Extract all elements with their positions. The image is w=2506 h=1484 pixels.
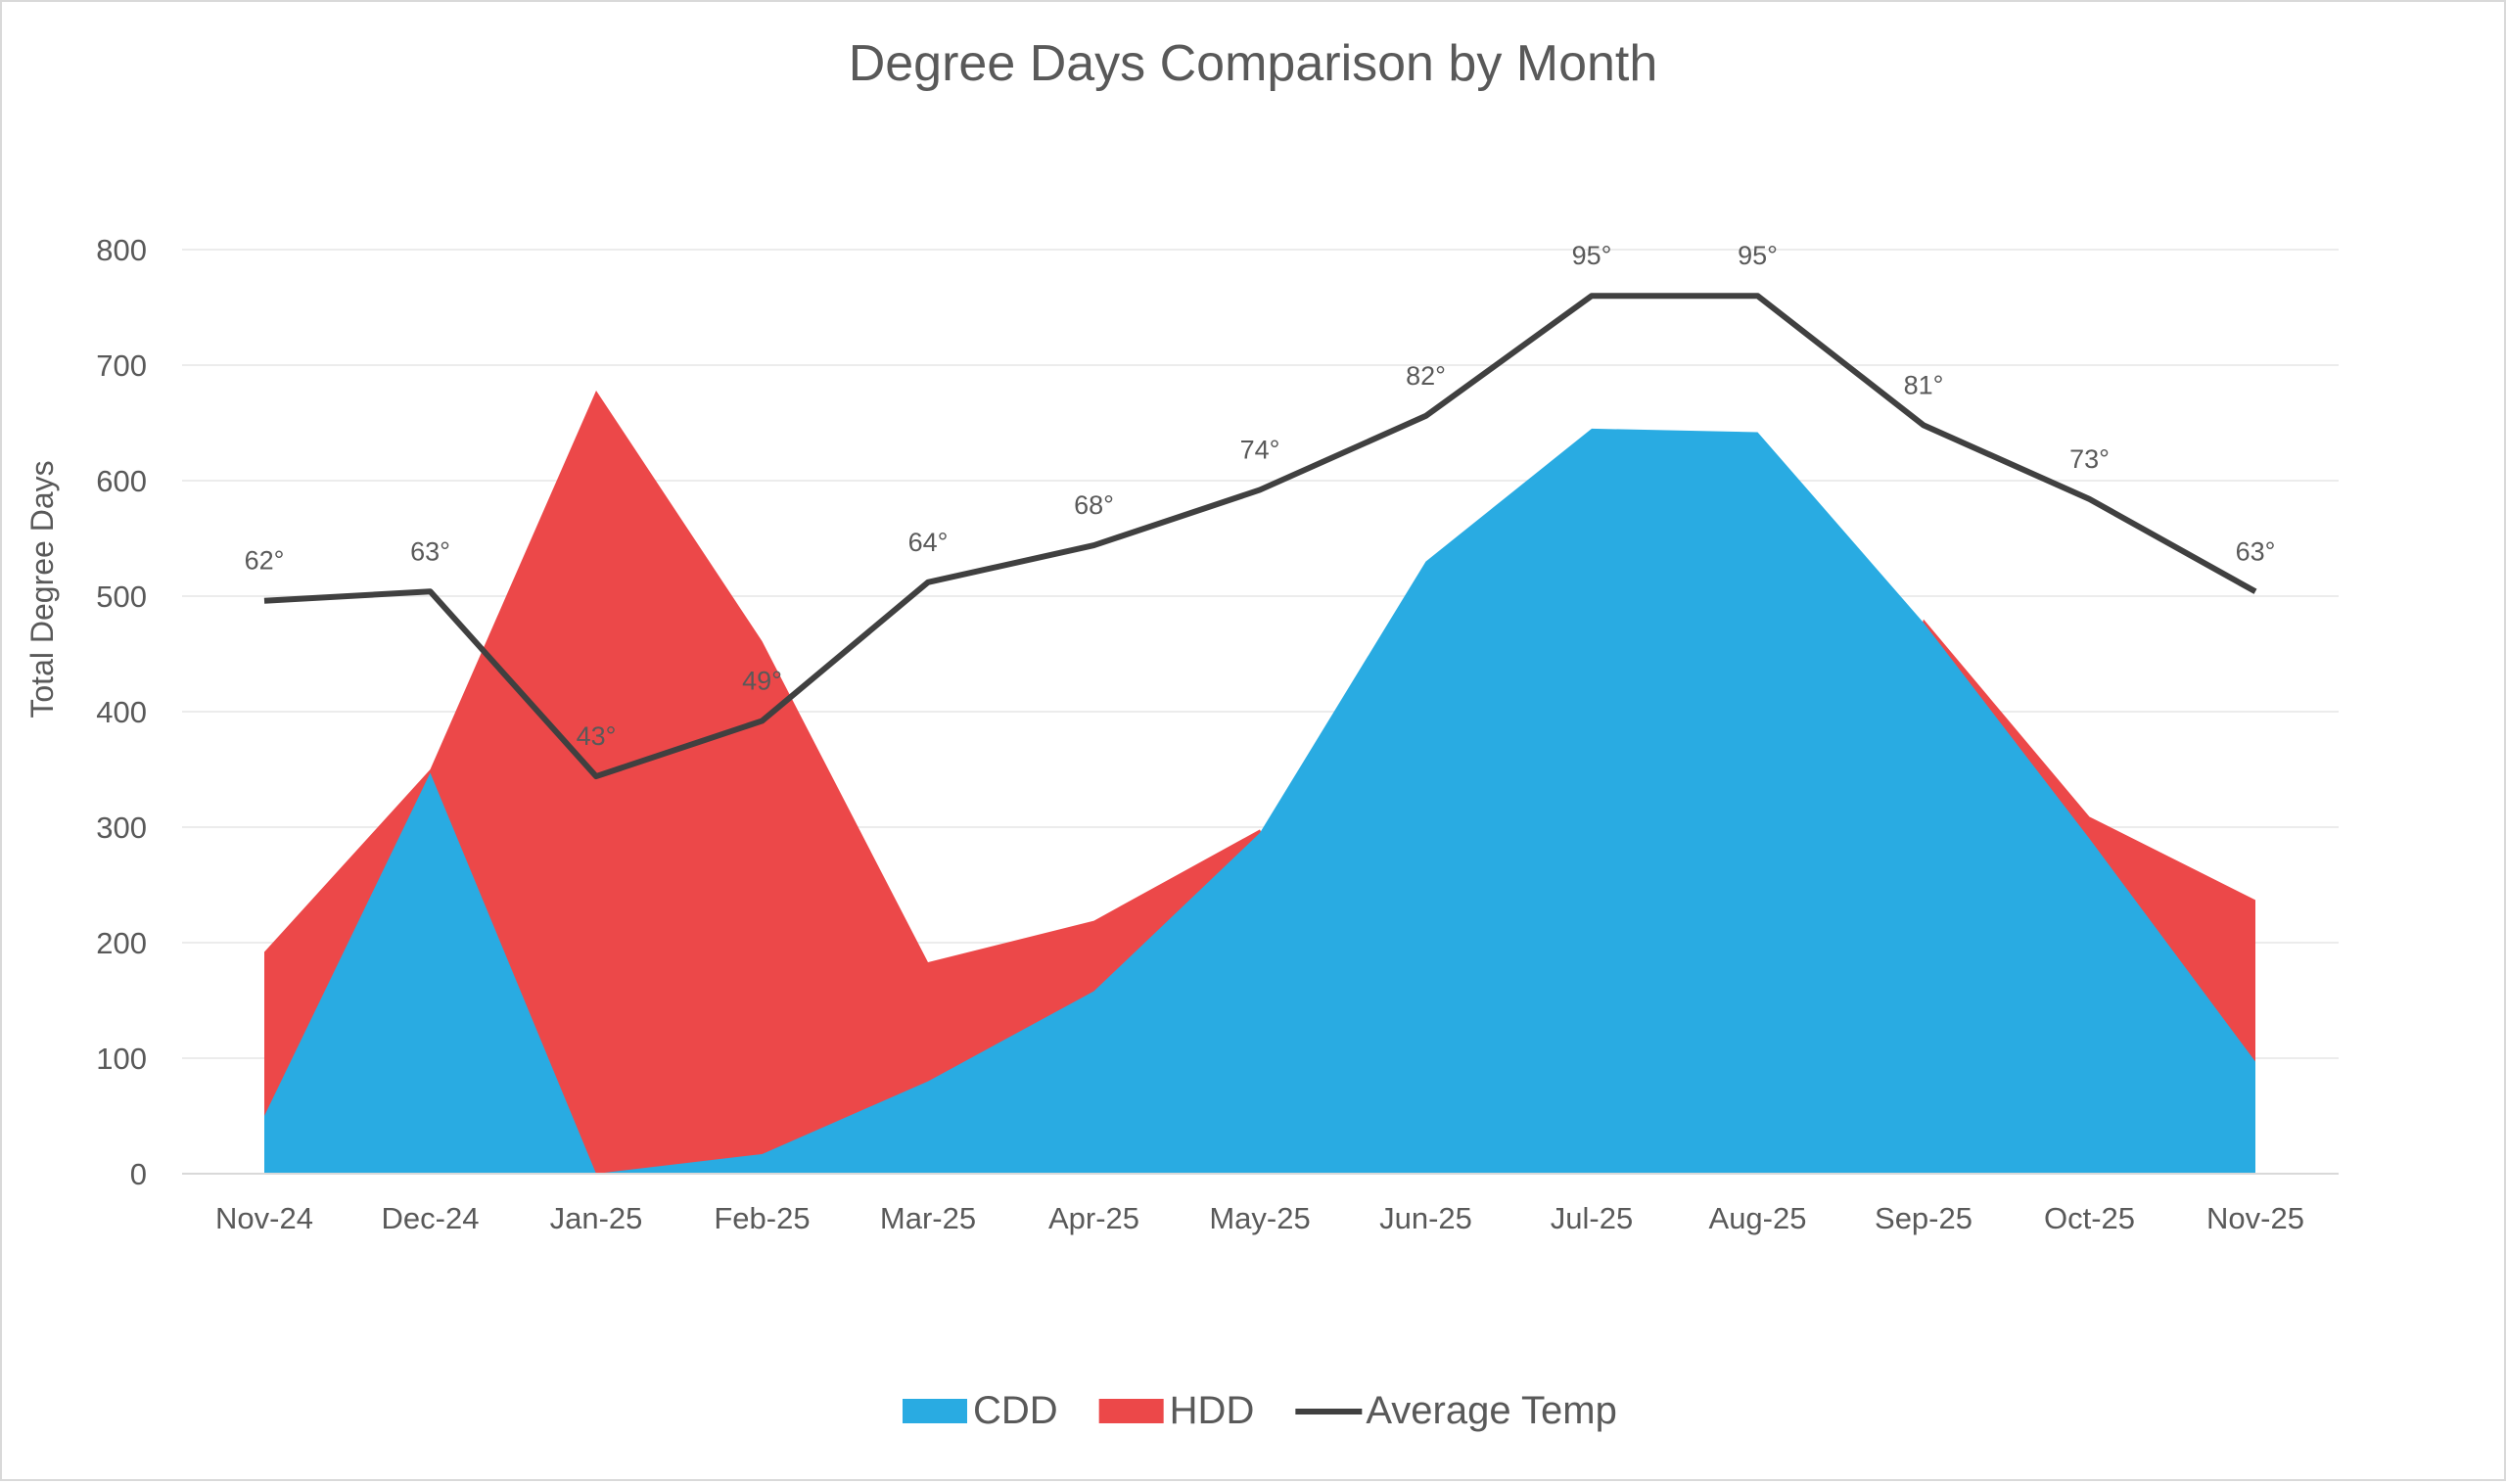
x-tick-label: Nov-25 xyxy=(2206,1201,2304,1235)
legend-swatch-cdd xyxy=(903,1399,967,1423)
y-tick-label: 300 xyxy=(96,811,147,845)
temp-data-label: 63° xyxy=(410,536,450,566)
legend-label: Average Temp xyxy=(1366,1389,1616,1432)
y-tick-label: 800 xyxy=(96,233,147,267)
x-tick-label: Nov-24 xyxy=(215,1201,313,1235)
x-tick-label: Aug-25 xyxy=(1709,1201,1807,1235)
temp-data-label: 81° xyxy=(1904,370,1944,399)
legend-label: HDD xyxy=(1170,1389,1255,1432)
temp-data-label: 68° xyxy=(1074,490,1114,520)
y-axis-label: Total Degree Days xyxy=(24,460,60,718)
x-tick-label: May-25 xyxy=(1209,1201,1310,1235)
y-tick-label: 600 xyxy=(96,464,147,498)
area-cdd xyxy=(264,428,2255,1174)
y-tick-label: 700 xyxy=(96,348,147,383)
x-tick-label: Jan-25 xyxy=(550,1201,643,1235)
temp-data-label: 95° xyxy=(1738,241,1778,270)
temp-data-label: 63° xyxy=(2236,536,2276,566)
x-tick-label: Oct-25 xyxy=(2044,1201,2135,1235)
average-temp-line xyxy=(263,293,2257,780)
y-tick-label: 400 xyxy=(96,695,147,729)
legend-label: CDD xyxy=(973,1389,1058,1432)
x-tick-label: Dec-24 xyxy=(382,1201,480,1235)
temp-data-label: 43° xyxy=(577,721,617,751)
x-tick-label: Jun-25 xyxy=(1379,1201,1472,1235)
x-tick-label: Mar-25 xyxy=(880,1201,976,1235)
y-tick-label: 500 xyxy=(96,580,147,614)
temp-data-label: 82° xyxy=(1406,361,1446,391)
x-tick-label: Feb-25 xyxy=(714,1201,810,1235)
y-tick-label: 200 xyxy=(96,926,147,960)
x-tick-label: Apr-25 xyxy=(1048,1201,1139,1235)
temp-data-label: 73° xyxy=(2069,444,2110,474)
x-tick-label: Sep-25 xyxy=(1875,1201,1972,1235)
temp-data-label: 95° xyxy=(1572,241,1612,270)
temp-data-label: 62° xyxy=(245,546,285,576)
chart-title: Degree Days Comparison by Month xyxy=(849,35,1658,92)
legend-swatch-hdd xyxy=(1098,1399,1164,1423)
x-tick-label: Jul-25 xyxy=(1551,1201,1633,1235)
temp-data-label: 74° xyxy=(1240,435,1280,464)
y-tick-label: 0 xyxy=(130,1157,147,1191)
y-tick-label: 100 xyxy=(96,1042,147,1076)
area-hdd xyxy=(264,390,2255,1175)
temp-data-label: 49° xyxy=(742,666,782,695)
temp-data-label: 64° xyxy=(908,528,949,557)
